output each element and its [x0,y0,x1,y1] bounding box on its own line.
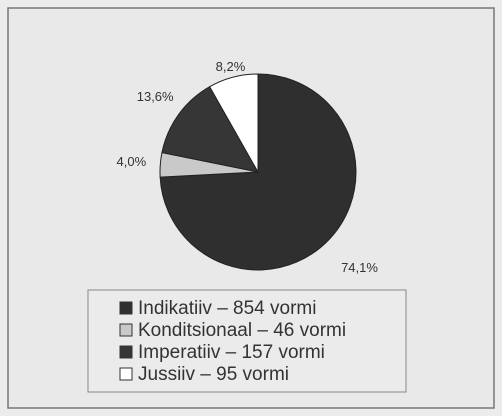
data-label: 74,1% [341,260,378,275]
legend-label: Imperatiiv – 157 vormi [138,342,325,363]
pie-slice [161,86,259,173]
legend-label: Jussiiv – 95 vormi [138,364,289,385]
legend-swatch [119,301,133,315]
pie-slice [208,73,259,174]
data-label: 4,0% [117,154,147,169]
data-label: 13,6% [137,89,174,104]
legend-swatch [119,345,133,359]
legend-swatch [119,323,133,337]
legend-label: Konditsionaal – 46 vormi [138,320,346,341]
data-label: 8,2% [216,59,246,74]
legend-box [87,289,407,393]
legend-swatch [119,367,133,381]
legend-label: Indikatiiv – 854 vormi [138,298,316,319]
